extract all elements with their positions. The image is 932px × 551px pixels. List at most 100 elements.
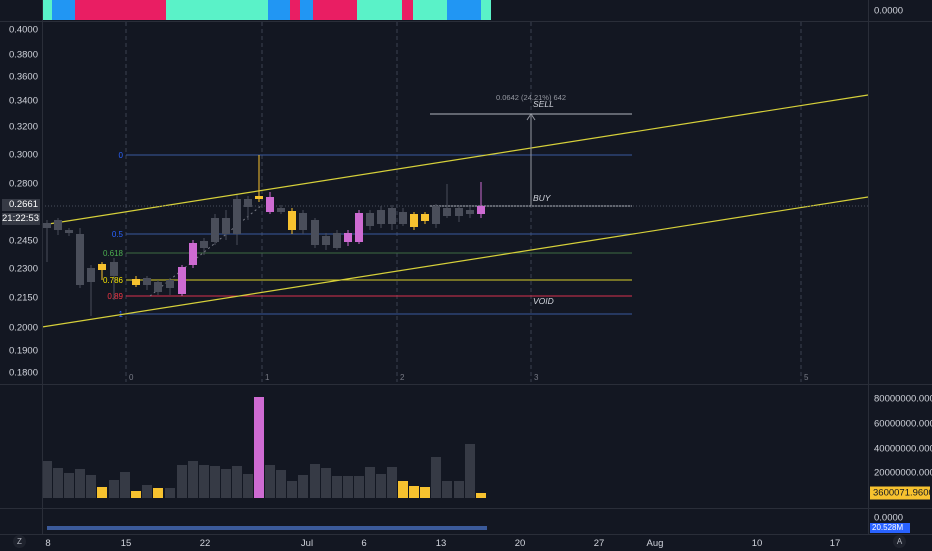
sell-label: SELL <box>533 99 554 109</box>
date-axis[interactable]: 8 15 22 Jul 6 13 20 27 Aug 10 17 <box>0 534 932 551</box>
volume-bar <box>476 493 486 498</box>
indicator-strip-segment <box>300 0 313 20</box>
indicator-strip-segment <box>357 0 402 20</box>
cycle-label: 0 <box>129 373 134 382</box>
date-label: 27 <box>593 538 605 549</box>
auto-scale-button[interactable]: A <box>893 535 906 548</box>
bottom-indicator-value: 0.0000 <box>874 512 904 524</box>
buy-label: BUY <box>533 193 552 203</box>
volume-bar <box>153 488 163 498</box>
candle-body <box>333 233 341 248</box>
volume-bar <box>177 465 187 498</box>
pane-separator[interactable] <box>0 508 932 509</box>
candle-body <box>143 278 151 285</box>
candle-body <box>388 208 396 224</box>
price-tick: 0.2300 <box>8 263 38 275</box>
bar-countdown-label: 21:22:53 <box>2 213 40 225</box>
volume-bar <box>142 485 152 498</box>
volume-bar <box>64 473 74 498</box>
current-volume-label: 3600071.9600 <box>870 486 932 500</box>
date-label: 20 <box>514 538 526 549</box>
indicator-strip-segment <box>177 0 268 20</box>
candle-body <box>200 241 208 248</box>
candle-body <box>154 282 162 292</box>
indicator-strip-segment <box>75 0 166 20</box>
date-label: 6 <box>361 538 367 549</box>
volume-bar <box>221 469 231 498</box>
candle-body <box>189 243 197 265</box>
candle-body <box>399 212 407 224</box>
indicator-strip-segment <box>447 0 481 20</box>
candle-body <box>288 211 296 230</box>
indicator-strip-segment <box>42 0 52 20</box>
candle-body <box>43 223 51 228</box>
measure-arrow-head <box>526 113 536 121</box>
pane-separator[interactable] <box>0 21 932 22</box>
candle-body <box>432 206 440 224</box>
volume-bar <box>376 474 386 498</box>
left-price-axis[interactable] <box>0 0 43 534</box>
indicator-strip-segment <box>481 0 491 20</box>
date-label: 17 <box>829 538 841 549</box>
price-tick: 0.3800 <box>8 49 38 61</box>
candle-body <box>132 279 140 285</box>
price-tick: 0.4000 <box>8 24 38 36</box>
candle-body <box>322 236 330 245</box>
price-tick: 0.2450 <box>8 235 38 247</box>
channel-lower-line <box>41 196 869 328</box>
date-label: 10 <box>751 538 763 549</box>
candle-body <box>222 218 230 234</box>
cycle-label: 2 <box>400 373 405 382</box>
candle-body <box>421 214 429 221</box>
candle-body <box>76 234 84 285</box>
volume-bar <box>276 470 286 498</box>
channel-upper-line <box>41 94 869 226</box>
cycle-label: 3 <box>534 373 539 382</box>
volume-bar <box>120 472 130 498</box>
candle-body <box>266 197 274 212</box>
volume-tick: 20000000.0000 <box>874 467 932 479</box>
volume-bar <box>254 397 264 498</box>
pane-separator[interactable] <box>0 384 932 385</box>
volume-bar <box>310 464 320 498</box>
date-label: 13 <box>435 538 447 549</box>
indicator-strip-segment <box>313 0 357 20</box>
fib-level-label: 0 <box>119 151 124 160</box>
volume-bar <box>42 461 52 498</box>
volume-bar <box>53 468 63 498</box>
candle-body <box>98 264 106 270</box>
date-label: Aug <box>646 538 664 549</box>
candle-body <box>233 199 241 234</box>
candle-body <box>455 208 463 216</box>
volume-bar <box>109 480 119 498</box>
volume-bar <box>265 465 275 498</box>
cycle-label: 5 <box>804 373 809 382</box>
volume-bar <box>442 481 452 498</box>
date-label: Jul <box>300 538 314 549</box>
candle-body <box>410 214 418 227</box>
volume-bar <box>131 491 141 498</box>
date-label: 8 <box>45 538 51 549</box>
price-tick: 0.2000 <box>8 322 38 334</box>
indicator-strip-segment <box>52 0 75 20</box>
fib-level-label: 0.618 <box>103 249 124 258</box>
fib-level-label: 0.5 <box>112 230 124 239</box>
volume-bar <box>431 457 441 498</box>
candle-body <box>277 208 285 212</box>
right-price-axis[interactable] <box>868 0 932 534</box>
candle-body <box>65 230 73 233</box>
bottom-indicator-band <box>47 526 487 530</box>
volume-bar <box>354 476 364 498</box>
trend-dashed-line <box>149 204 263 297</box>
volume-bar <box>343 476 353 498</box>
measure-label: 0.0642 (24.21%) 642 <box>496 93 566 102</box>
indicator-strip-segment <box>268 0 290 20</box>
volume-bar <box>332 476 342 498</box>
volume-bar <box>465 444 475 498</box>
candle-body <box>166 280 174 288</box>
volume-bar <box>199 465 209 498</box>
candle-body <box>443 208 451 216</box>
timezone-button[interactable]: Z <box>13 535 26 548</box>
candle-body <box>211 218 219 242</box>
